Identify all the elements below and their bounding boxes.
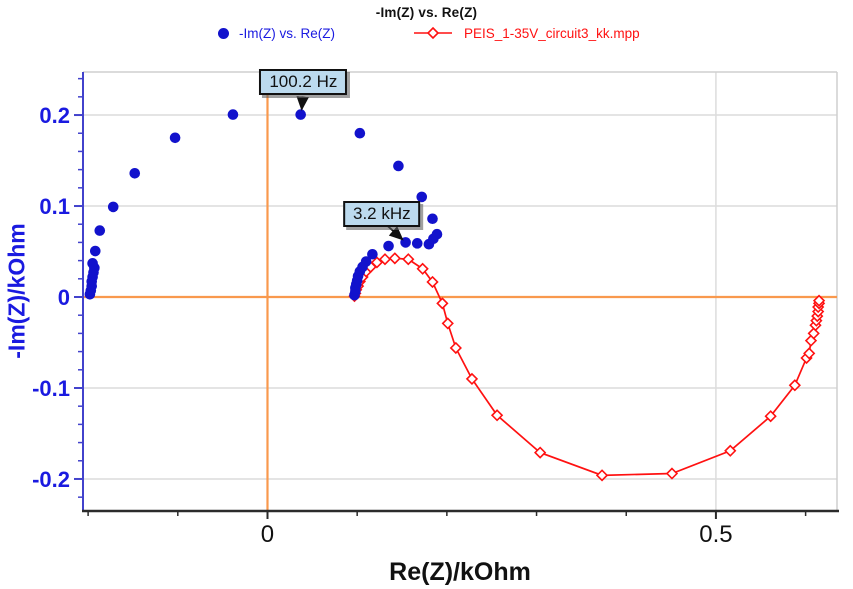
blue-data-point — [411, 238, 423, 249]
blue-data-point — [393, 160, 404, 172]
blue-data-point — [354, 127, 366, 139]
red-data-point — [416, 262, 429, 275]
blue-data-point — [227, 109, 239, 120]
y-tick-label: -0.1 — [32, 376, 70, 401]
blue-data-point — [423, 238, 435, 250]
red-data-point — [812, 294, 826, 307]
x-axis-label: Re(Z)/kOhm — [389, 558, 531, 586]
red-data-point — [449, 341, 462, 355]
red-data-point — [665, 467, 679, 480]
red-data-point — [490, 409, 504, 422]
red-data-point — [370, 256, 384, 269]
line-diamond-marker-icon — [414, 26, 452, 40]
freq-annotation[interactable]: 100.2 Hz — [259, 69, 348, 96]
chart-title: -Im(Z) vs. Re(Z) — [375, 5, 478, 20]
filled-circle-marker-icon — [218, 27, 229, 39]
blue-data-point — [367, 248, 378, 260]
red-data-point — [402, 253, 415, 266]
blue-data-point — [349, 289, 360, 301]
blue-data-point — [129, 167, 141, 179]
red-data-point — [764, 410, 777, 423]
legend-label-fit: PEIS_1-35V_circuit3_kk.mpp — [464, 25, 640, 41]
annotation-arrow — [386, 224, 404, 241]
red-data-point — [807, 327, 820, 340]
red-data-point — [378, 253, 392, 266]
red-data-point — [724, 444, 737, 457]
red-data-point — [465, 372, 479, 386]
legend-item-fit[interactable]: PEIS_1-35V_circuit3_kk.mpp — [412, 24, 640, 42]
x-tick-label: 0 — [261, 521, 274, 548]
red-data-point — [803, 347, 816, 360]
blue-data-point — [107, 201, 119, 213]
blue-data-point — [89, 245, 101, 257]
red-series-line — [353, 257, 820, 477]
y-axis-label: -Im(Z)/kOhm — [3, 223, 30, 359]
blue-data-point — [94, 225, 106, 236]
blue-data-point — [416, 191, 428, 203]
red-data-point — [426, 275, 439, 289]
y-tick-label: 0.2 — [39, 103, 70, 128]
red-data-point — [788, 379, 801, 392]
legend-label-measured: -Im(Z) vs. Re(Z) — [239, 25, 335, 41]
red-data-point — [388, 252, 401, 265]
red-data-point — [804, 334, 818, 347]
y-tick-label: -0.2 — [32, 467, 70, 492]
red-data-point — [595, 469, 609, 482]
blue-data-point — [295, 109, 306, 120]
freq-annotation[interactable]: 3.2 kHz — [343, 200, 421, 227]
blue-data-point — [87, 258, 98, 269]
red-data-point — [436, 297, 449, 310]
y-tick-label: 0.1 — [39, 194, 70, 219]
blue-data-point — [383, 240, 394, 252]
red-data-point — [441, 317, 454, 330]
blue-data-point — [169, 132, 181, 144]
legend-item-measured[interactable]: -Im(Z) vs. Re(Z) — [218, 24, 335, 42]
y-tick-label: 0 — [58, 285, 70, 310]
annotation-arrow — [296, 96, 310, 111]
x-tick-label: 0.5 — [699, 521, 732, 548]
red-data-point — [534, 446, 547, 459]
blue-data-point — [427, 213, 438, 225]
